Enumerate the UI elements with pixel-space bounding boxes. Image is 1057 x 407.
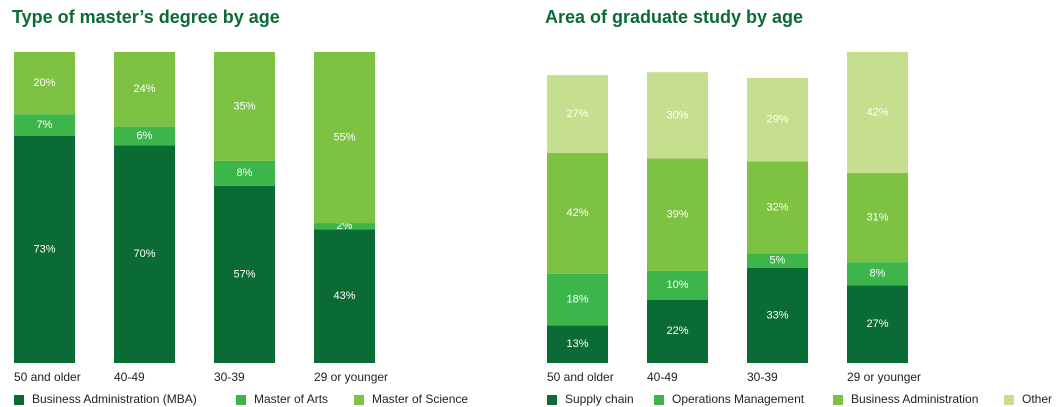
legend-label: Business Administration [851,392,978,406]
legend-label: Master of Arts [254,392,328,406]
category-label: 29 or younger [314,370,388,384]
value-label: 30% [666,109,688,121]
bar-segment [847,52,908,173]
bar-segment [114,52,175,127]
bar-segment [547,273,608,326]
value-label: 57% [233,268,255,280]
value-label: 22% [666,325,688,337]
bar-segment [314,223,375,230]
category-label: 29 or younger [847,370,921,384]
legend-swatch [354,395,364,405]
legend-swatch [654,395,664,405]
bar-segment [647,72,708,159]
value-label: 42% [866,106,888,118]
value-label: 43% [333,290,355,302]
bar-segment [214,160,275,186]
legend-swatch [833,395,843,405]
bar-segment [647,270,708,300]
category-label: 30-39 [214,370,245,384]
bar-segment [647,299,708,363]
value-label: 8% [237,167,253,179]
value-label: 42% [566,207,588,219]
bar-segment [114,126,175,146]
value-label: 55% [333,131,355,143]
value-label: 27% [566,108,588,120]
legend-label: Business Administration (MBA) [32,392,197,406]
value-label: 5% [770,255,786,267]
value-label: 7% [37,119,53,131]
bar-segment [314,229,375,363]
bar-segment [547,325,608,363]
bar-segment [747,267,808,363]
value-label: 24% [133,83,155,95]
category-label: 50 and older [547,370,614,384]
category-label: 40-49 [647,370,678,384]
value-label: 35% [233,100,255,112]
value-label: 8% [870,268,886,280]
bar-segment [547,152,608,274]
value-label: 18% [566,294,588,306]
bar-segment [14,114,75,136]
value-label: 70% [133,248,155,260]
legend-swatch [236,395,246,405]
bar-segment [114,145,175,363]
value-label: 13% [566,338,588,350]
value-label: 20% [33,77,55,89]
value-label: 27% [866,318,888,330]
value-label: 39% [666,209,688,221]
bar-segment [214,185,275,363]
category-label: 40-49 [114,370,145,384]
legend-swatch [547,395,557,405]
legend-label: Operations Management [672,392,805,406]
bar-segment [847,285,908,363]
category-label: 50 and older [14,370,81,384]
legend-swatch [14,395,24,405]
bar-segment [647,158,708,271]
bar-segment [314,52,375,224]
chart-title: Type of master’s degree by age [12,7,280,27]
bar-segment [14,135,75,363]
bar-segment [847,262,908,286]
value-label: 2% [337,220,353,232]
legend-label: Master of Science [372,392,468,406]
value-label: 6% [137,130,153,142]
value-label: 73% [33,243,55,255]
bar-segment [547,75,608,153]
chart-title: Area of graduate study by age [545,7,803,27]
bar-segment [747,253,808,268]
bar-segment [847,172,908,263]
legend-label: Other [1022,392,1052,406]
value-label: 29% [766,114,788,126]
bar-segment [747,77,808,162]
value-label: 33% [766,309,788,321]
category-label: 30-39 [747,370,778,384]
bar-segment [747,161,808,254]
bar-segment [214,52,275,161]
value-label: 31% [866,211,888,223]
bar-segment [14,52,75,115]
legend-label: Supply chain [565,392,634,406]
legend-swatch [1004,395,1014,405]
value-label: 10% [666,279,688,291]
value-label: 32% [766,201,788,213]
